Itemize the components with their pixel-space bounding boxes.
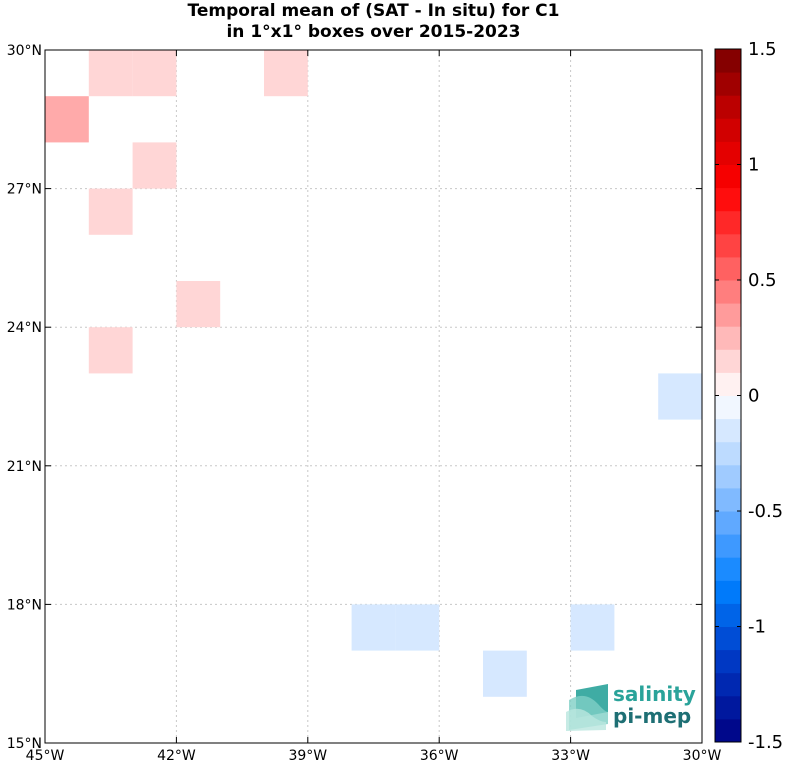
colorbar-segment: [715, 72, 741, 96]
data-box: [351, 604, 396, 651]
colorbar-tick-label: -1: [748, 617, 766, 638]
logo-wave-icon: [566, 684, 608, 731]
y-axis-tick-label: 21°N: [7, 459, 42, 475]
y-axis-tick-label: 27°N: [7, 182, 42, 198]
y-axis-tick-label: 18°N: [7, 597, 42, 613]
data-box: [88, 50, 133, 97]
colorbar-segment: [715, 95, 741, 119]
data-box: [483, 650, 527, 697]
colorbar-segment: [715, 511, 741, 535]
colorbar-segment: [715, 372, 741, 396]
colorbar-segment: [715, 418, 741, 443]
x-axis-tick-label: 45°W: [26, 748, 65, 763]
x-axis-tick-label: 42°W: [157, 748, 196, 763]
colorbar-segment: [715, 626, 741, 651]
colorbar-tick-label: 0: [748, 386, 759, 407]
colorbar-segment: [715, 580, 741, 604]
colorbar-tick-label: 1.5: [748, 39, 777, 60]
data-box: [88, 188, 133, 235]
colorbar-segment: [715, 695, 741, 720]
colorbar-tick-label: 0.5: [748, 270, 777, 291]
colorbar-tick-label: 1: [748, 155, 759, 176]
colorbar-segment: [715, 464, 741, 489]
colorbar: 1.5 1 0.5 0 -0.5 -1 -1.5: [714, 39, 783, 753]
x-axis-tick-label: 30°W: [683, 748, 722, 763]
colorbar-segment: [715, 303, 741, 327]
colorbar-segment: [715, 187, 741, 212]
y-axis-tick-label: 24°N: [7, 320, 42, 336]
colorbar-segment: [715, 487, 741, 512]
y-axis-tick-label: 30°N: [7, 43, 42, 59]
logo-text-line1: salinity: [613, 682, 696, 706]
colorbar-segment: [715, 256, 741, 281]
data-box: [264, 50, 308, 97]
colorbar-segment: [715, 210, 741, 235]
y-axis-tick-label: 15°N: [7, 736, 42, 752]
plot-frame: [44, 49, 703, 744]
axis-layer: 45°W 42°W 39°W 36°W 33°W 30°W 15°N 18°N 21°N 24°N…: [7, 43, 722, 763]
data-box: [132, 50, 177, 97]
data-box: [132, 142, 177, 189]
box-layer: [45, 50, 702, 697]
colorbar-segment: [715, 280, 741, 304]
chart-title-line2: in 1°x1° boxes over 2015-2023: [226, 22, 521, 42]
colorbar-segment: [715, 718, 741, 743]
data-box: [88, 327, 133, 374]
logo-text-line2: pi-mep: [613, 704, 691, 728]
data-box: [395, 604, 440, 651]
data-box: [45, 96, 89, 143]
colorbar-segment: [715, 441, 741, 466]
x-axis-tick-label: 36°W: [420, 748, 459, 763]
x-axis-tick-label: 33°W: [551, 748, 590, 763]
data-box: [570, 604, 615, 651]
colorbar-segment: [715, 326, 741, 350]
colorbar-segment: [715, 349, 741, 373]
colorbar-segment: [715, 141, 741, 165]
chart-title-line1: Temporal mean of (SAT - In situ) for C1: [187, 1, 560, 21]
data-box: [176, 281, 221, 328]
colorbar-segment: [715, 395, 741, 420]
colorbar-segment: [715, 233, 741, 258]
colorbar-segment: [715, 672, 741, 697]
colorbar-tick-label: -0.5: [748, 501, 783, 522]
salinity-pimep-logo: salinity pi-mep: [566, 682, 696, 731]
colorbar-segment: [715, 118, 741, 142]
colorbar-segment: [715, 164, 741, 189]
data-box: [658, 373, 702, 420]
colorbar-segment: [715, 649, 741, 674]
colorbar-segment: [715, 557, 741, 581]
colorbar-segment: [715, 603, 741, 627]
colorbar-segment: [715, 534, 741, 558]
x-axis-tick-label: 39°W: [288, 748, 327, 763]
colorbar-tick-label: -1.5: [748, 732, 783, 753]
colorbar-segment: [715, 49, 741, 73]
